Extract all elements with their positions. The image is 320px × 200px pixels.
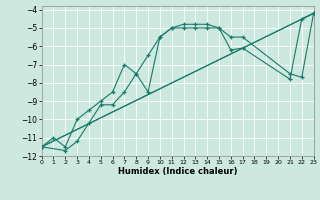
X-axis label: Humidex (Indice chaleur): Humidex (Indice chaleur) xyxy=(118,167,237,176)
